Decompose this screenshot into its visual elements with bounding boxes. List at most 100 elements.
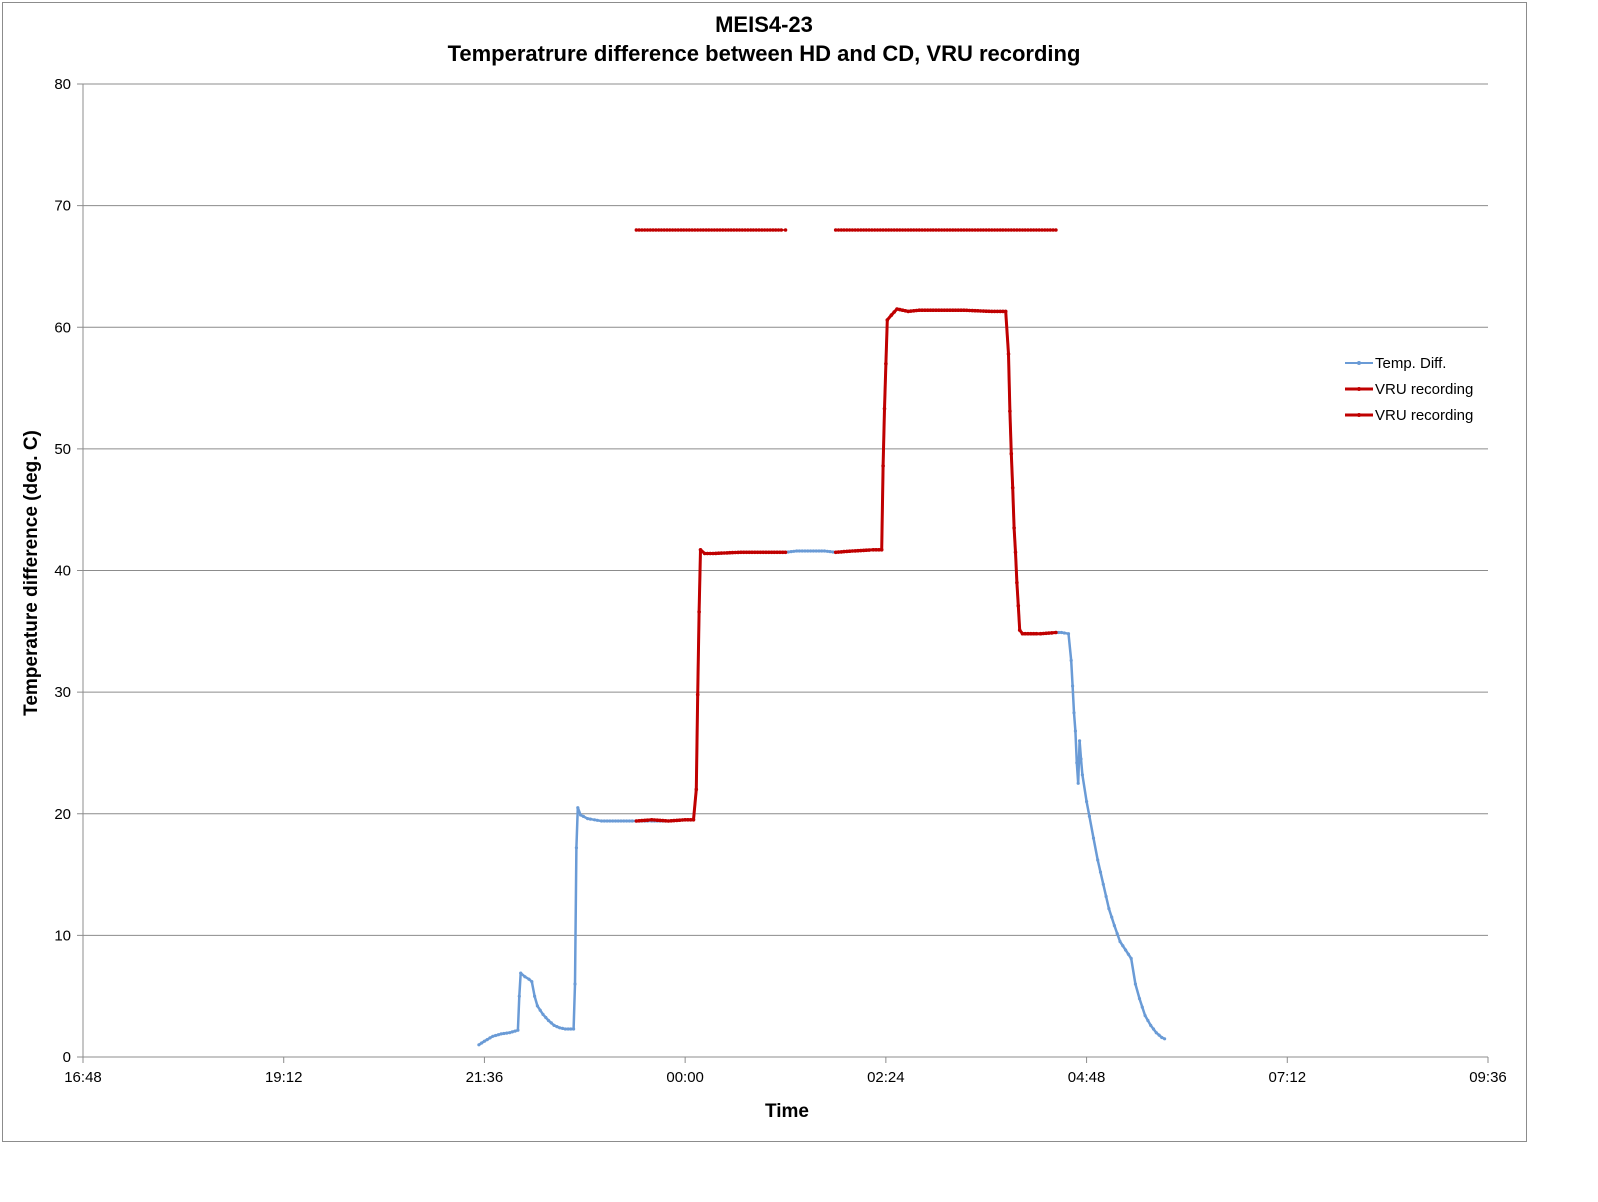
data-point (711, 551, 715, 556)
recording-marker (875, 228, 880, 232)
recording-marker (779, 228, 784, 232)
data-point (900, 308, 905, 313)
data-point (1016, 604, 1021, 608)
data-point (555, 1025, 559, 1029)
data-point (649, 818, 654, 822)
recording-marker (1017, 228, 1022, 232)
data-point (544, 1015, 548, 1020)
data-point (1107, 907, 1111, 911)
data-point (1087, 814, 1091, 818)
recording-marker (945, 228, 949, 232)
data-point (652, 818, 657, 822)
data-point (1047, 631, 1051, 635)
data-point (1118, 939, 1122, 944)
data-point (1062, 631, 1066, 635)
x-tick-label: 00:00 (666, 1069, 704, 1086)
data-point (688, 818, 693, 822)
data-point (833, 550, 838, 555)
recording-marker (881, 228, 885, 232)
recording-marker (754, 228, 758, 232)
data-point (1073, 729, 1077, 733)
recording-marker (1023, 228, 1027, 232)
data-point (741, 550, 746, 555)
data-point (708, 551, 712, 556)
recording-marker (867, 228, 871, 232)
data-point (845, 549, 849, 554)
recording-marker (948, 228, 952, 232)
data-point (630, 819, 634, 823)
data-point (572, 1027, 576, 1031)
data-point (645, 818, 650, 822)
recording-marker (976, 228, 980, 232)
gridlines (83, 83, 1488, 936)
recording-marker (676, 228, 680, 232)
y-axis-title: Temperature difference (deg. C) (21, 430, 42, 716)
recording-marker (760, 228, 764, 232)
data-point (640, 818, 644, 823)
data-point (853, 549, 857, 553)
recording-marker (1034, 228, 1039, 232)
data-point (911, 309, 916, 313)
recording-marker (853, 228, 857, 232)
data-point (850, 549, 855, 553)
data-point (502, 1031, 506, 1036)
data-point (530, 980, 534, 984)
recording-marker (634, 228, 639, 232)
data-point (655, 818, 660, 822)
recording-marker (884, 228, 888, 232)
recording-marker (900, 228, 905, 232)
data-point (1121, 944, 1125, 948)
recording-marker (856, 228, 860, 232)
data-point (622, 819, 626, 823)
data-point (625, 819, 629, 823)
data-point (677, 818, 682, 822)
data-point (931, 308, 935, 313)
recording-marker (931, 228, 935, 232)
data-point (563, 1027, 567, 1031)
y-tick-label: 10 (54, 927, 71, 944)
data-point (1029, 631, 1033, 636)
data-point (1044, 631, 1048, 636)
recording-marker (679, 228, 683, 232)
data-point (1010, 486, 1015, 490)
recording-marker (987, 228, 991, 232)
series-line (835, 307, 1057, 636)
data-point (616, 819, 620, 823)
data-point (1008, 409, 1012, 414)
data-point (789, 550, 793, 554)
data-point (494, 1033, 498, 1038)
recording-marker (642, 228, 647, 232)
recording-marker (737, 228, 742, 232)
recording-marker (1054, 228, 1058, 232)
chart-subtitle: Temperatrure difference between HD and C… (448, 41, 1081, 66)
series-line (636, 548, 786, 823)
data-point (1015, 580, 1019, 585)
data-point (1149, 1023, 1153, 1027)
data-point (881, 464, 885, 468)
recording-marker (970, 228, 975, 232)
recording-marker (1001, 228, 1005, 232)
data-point (809, 549, 813, 553)
data-point (939, 308, 944, 313)
recording-marker (870, 228, 874, 232)
data-point (992, 309, 997, 314)
recording-marker (920, 228, 924, 232)
data-point (499, 1032, 503, 1036)
data-point (1013, 550, 1018, 555)
data-point (1133, 982, 1137, 986)
series-line (478, 307, 1166, 1046)
legend-marker (1357, 361, 1361, 365)
data-point (758, 550, 763, 555)
data-point (998, 309, 1002, 314)
recording-marker (850, 228, 855, 232)
recording-marker (1015, 228, 1019, 232)
data-point (595, 818, 599, 822)
recording-marker (839, 228, 844, 232)
data-point (496, 1033, 500, 1037)
data-point (730, 550, 735, 555)
legend-label: VRU recording (1375, 381, 1473, 398)
data-point (697, 610, 701, 614)
data-point (945, 308, 949, 313)
data-point (903, 309, 908, 313)
data-point (586, 817, 590, 821)
